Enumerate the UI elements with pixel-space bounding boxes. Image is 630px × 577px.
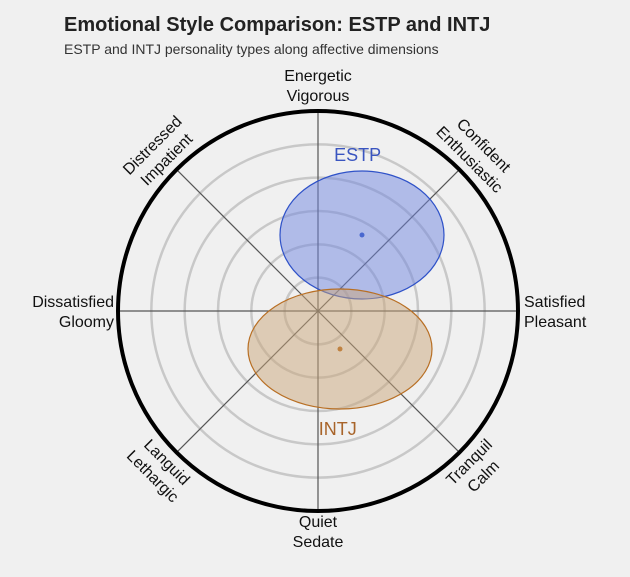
- series-center-estp: [359, 232, 365, 238]
- axis-label-line: Energetic: [284, 68, 352, 85]
- series-layer: ESTP INTJ: [247, 145, 445, 439]
- axis-label-line: Gloomy: [59, 314, 114, 331]
- axis-line: [176, 169, 319, 312]
- series-label-estp: ESTP: [334, 145, 381, 165]
- outer-circle: [116, 109, 520, 513]
- chart-title: Emotional Style Comparison: ESTP and INT…: [64, 14, 490, 36]
- axis-label: Dissatisfied Gloomy: [32, 294, 114, 331]
- axis-label-line: Quiet: [299, 514, 338, 531]
- axis-label: Quiet Sedate: [293, 514, 344, 551]
- axis-label-line: Pleasant: [524, 314, 587, 331]
- series-center-intj: [337, 346, 343, 352]
- axis-label-line: Sedate: [293, 534, 344, 551]
- series-label-intj: INTJ: [319, 419, 357, 439]
- chart-subtitle: ESTP and INTJ personality types along af…: [64, 41, 439, 57]
- axis-label-line: Satisfied: [524, 294, 585, 311]
- axis-label: Satisfied Pleasant: [524, 294, 587, 331]
- axis-label-line: Dissatisfied: [32, 294, 114, 311]
- axis-label: Energetic Vigorous: [284, 68, 352, 105]
- axis-label-line: Vigorous: [287, 88, 350, 105]
